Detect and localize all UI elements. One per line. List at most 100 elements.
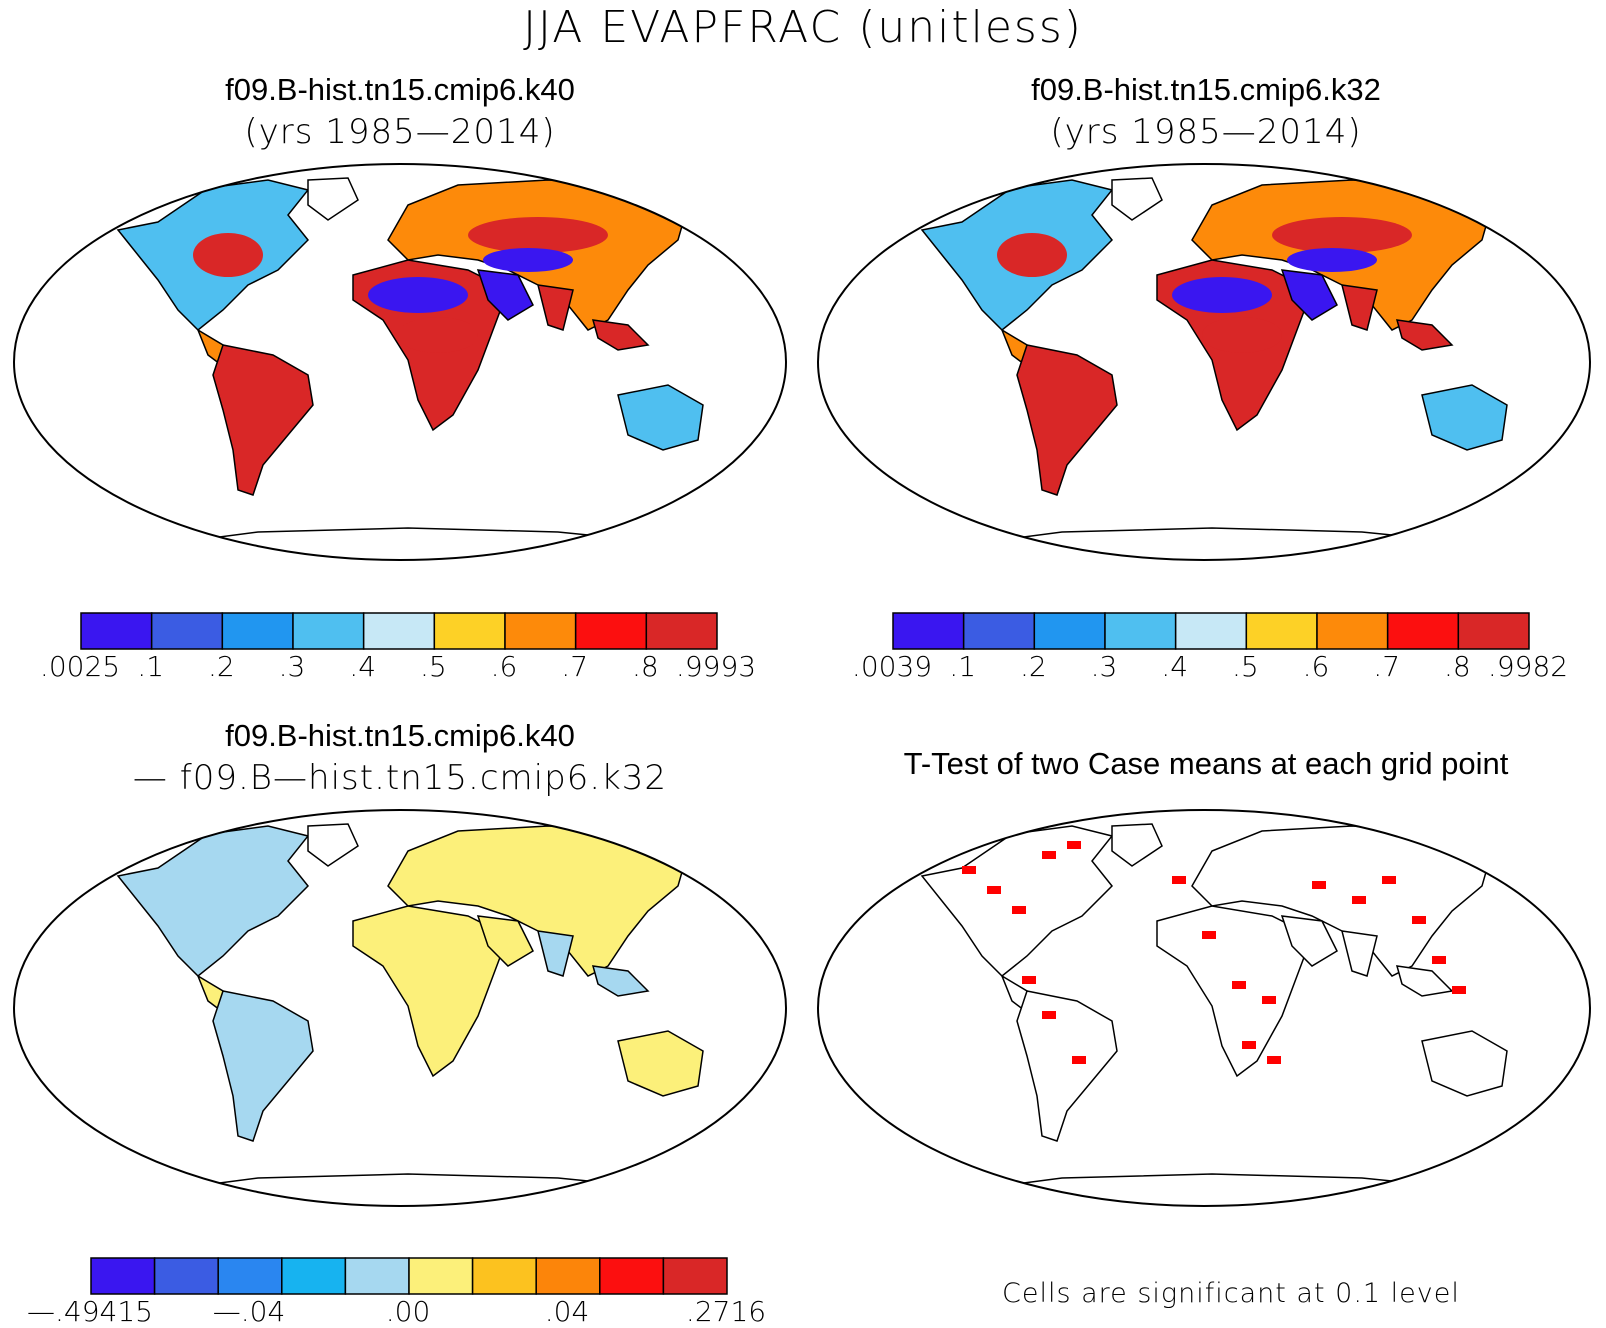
colorbar-swatch bbox=[1245, 612, 1318, 650]
continent-arabia bbox=[476, 269, 534, 321]
panel-3-colorbar bbox=[90, 1257, 728, 1295]
continent-australia bbox=[1421, 1030, 1508, 1097]
continent-seAsia bbox=[591, 965, 650, 997]
colorbar-tick-label: .7 bbox=[561, 650, 589, 683]
continent-southAmerica bbox=[1016, 990, 1118, 1142]
colorbar-swatch bbox=[504, 612, 577, 650]
colorbar-tick-label: .2 bbox=[207, 650, 235, 683]
colorbar-tick-label: .9982 bbox=[1487, 650, 1569, 683]
colorbar-tick-label: .5 bbox=[419, 650, 447, 683]
significant-cell bbox=[1452, 986, 1466, 994]
colorbar-swatch bbox=[344, 1257, 410, 1295]
colorbar-swatch bbox=[962, 612, 1036, 650]
sahara-band bbox=[368, 277, 468, 313]
significant-cell bbox=[1072, 1056, 1086, 1064]
panel-2-subtitle: (yrs 1985—2014) bbox=[1050, 112, 1362, 152]
colorbar-tick-label: .8 bbox=[1443, 650, 1471, 683]
colorbar-tick-label: .04 bbox=[544, 1295, 590, 1328]
sahel-band bbox=[1202, 317, 1282, 353]
colorbar-swatch bbox=[1174, 612, 1248, 650]
continent-antarctica bbox=[157, 1173, 659, 1206]
continent-australia bbox=[1421, 384, 1508, 451]
siberia-band bbox=[468, 217, 608, 253]
colorbar-tick-label: .1 bbox=[949, 650, 977, 683]
continent-india bbox=[1341, 284, 1378, 331]
continent-arabia bbox=[1280, 269, 1338, 321]
continent-greenland bbox=[1111, 823, 1163, 867]
colorbar-swatch bbox=[1316, 612, 1389, 650]
significant-cell bbox=[1432, 956, 1446, 964]
panel-3-map bbox=[13, 809, 787, 1207]
continent-southAmerica bbox=[1016, 344, 1118, 496]
significant-cell bbox=[1172, 876, 1186, 884]
colorbar-swatch bbox=[408, 1257, 474, 1295]
colorbar-tick-label: .7 bbox=[1373, 650, 1401, 683]
colorbar-tick-label: —.49415 bbox=[27, 1295, 153, 1328]
significant-cell bbox=[1042, 851, 1056, 859]
colorbar-swatch bbox=[1386, 612, 1460, 650]
land-layer bbox=[920, 177, 1508, 560]
continent-greenland bbox=[307, 823, 359, 867]
colorbar-swatch bbox=[535, 1257, 601, 1295]
colorbar-swatch bbox=[645, 612, 718, 650]
continent-northAmerica bbox=[920, 825, 1114, 978]
colorbar-tick-label: .5 bbox=[1231, 650, 1259, 683]
continent-arabia bbox=[1280, 915, 1338, 967]
panel-2-title: f09.B-hist.tn15.cmip6.k32 bbox=[1031, 72, 1381, 107]
continent-africa bbox=[1156, 905, 1313, 1078]
significant-cell bbox=[1267, 1056, 1281, 1064]
colorbar-swatch bbox=[471, 1257, 537, 1295]
panel-1-title: f09.B-hist.tn15.cmip6.k40 bbox=[225, 72, 575, 107]
sahara-band bbox=[1172, 277, 1272, 313]
significant-cell bbox=[987, 886, 1001, 894]
panel-2-colorbar bbox=[892, 612, 1530, 650]
siberia-band bbox=[1272, 217, 1412, 253]
continent-antarctica bbox=[157, 527, 659, 560]
colorbar-tick-label: .1 bbox=[137, 650, 165, 683]
map-frame bbox=[13, 163, 787, 561]
panel-1-colorbar bbox=[80, 612, 718, 650]
significant-cell bbox=[1312, 881, 1326, 889]
colorbar-tick-label: .00 bbox=[385, 1295, 431, 1328]
continent-seAsia bbox=[1395, 319, 1454, 351]
significant-cell bbox=[1352, 896, 1366, 904]
continent-greenland bbox=[307, 177, 359, 221]
significant-cell bbox=[1202, 931, 1216, 939]
continent-india bbox=[537, 930, 574, 977]
colorbar-swatch bbox=[90, 1257, 156, 1295]
figure-title: JJA EVAPFRAC (unitless) bbox=[523, 2, 1083, 53]
continent-arabia bbox=[476, 915, 534, 967]
na-east-band bbox=[997, 233, 1067, 277]
central-asia-band bbox=[483, 248, 573, 272]
continent-southAmerica bbox=[212, 344, 314, 496]
panel-1-subtitle: (yrs 1985—2014) bbox=[244, 112, 556, 152]
continent-antarctica bbox=[961, 527, 1463, 560]
continent-northAmerica bbox=[116, 825, 310, 978]
panel-4-map bbox=[817, 809, 1591, 1207]
colorbar-swatch bbox=[1033, 612, 1106, 650]
panel-3-title: f09.B-hist.tn15.cmip6.k40 bbox=[225, 718, 575, 753]
na-east-band bbox=[193, 233, 263, 277]
colorbar-tick-label: .3 bbox=[1090, 650, 1118, 683]
colorbar-tick-label: .2716 bbox=[685, 1295, 767, 1328]
significant-cell bbox=[1412, 916, 1426, 924]
significant-cell bbox=[1042, 1011, 1056, 1019]
significant-cell bbox=[1262, 996, 1276, 1004]
colorbar-tick-label: .6 bbox=[490, 650, 518, 683]
colorbar-tick-label: .4 bbox=[1161, 650, 1189, 683]
colorbar-tick-label: .0039 bbox=[851, 650, 933, 683]
continent-greenland bbox=[1111, 177, 1163, 221]
significant-cell bbox=[1022, 976, 1036, 984]
colorbar-tick-label: .8 bbox=[631, 650, 659, 683]
colorbar-swatch bbox=[433, 612, 506, 650]
colorbar-swatch bbox=[1457, 612, 1530, 650]
colorbar-tick-label: .4 bbox=[349, 650, 377, 683]
colorbar-swatch bbox=[221, 612, 294, 650]
colorbar-swatch bbox=[574, 612, 648, 650]
panel-3-subtitle: — f09.B—hist.tn15.cmip6.k32 bbox=[132, 758, 668, 798]
continent-india bbox=[537, 284, 574, 331]
colorbar-swatch bbox=[153, 1257, 219, 1295]
continent-eurasia bbox=[387, 825, 689, 977]
panel-1-map bbox=[13, 163, 787, 561]
continent-seAsia bbox=[591, 319, 650, 351]
